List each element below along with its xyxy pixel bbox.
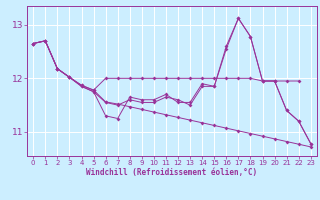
X-axis label: Windchill (Refroidissement éolien,°C): Windchill (Refroidissement éolien,°C): [86, 168, 258, 177]
